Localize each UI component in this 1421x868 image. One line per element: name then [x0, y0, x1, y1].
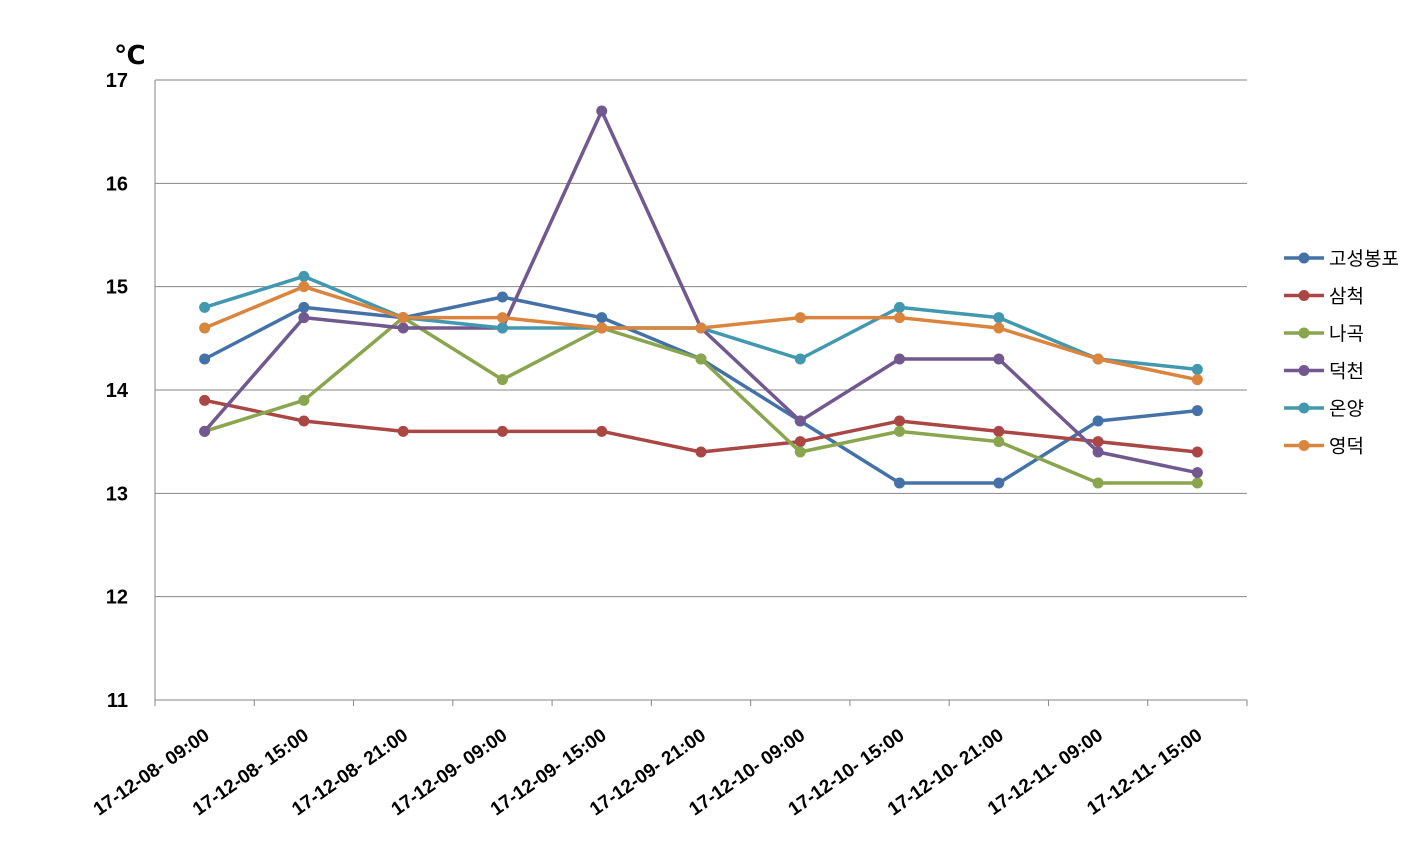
legend-marker-icon: [1298, 402, 1310, 414]
legend-item: 영덕: [1284, 436, 1364, 458]
data-point: [496, 322, 508, 334]
data-point: [596, 322, 608, 334]
legend-label: 덕천: [1329, 361, 1364, 383]
data-point: [596, 425, 608, 437]
y-tick-label: 12: [106, 587, 128, 609]
series-line: [203, 109, 1198, 475]
data-point: [1191, 405, 1203, 417]
legend-item: 삼척: [1284, 286, 1364, 308]
y-tick-label: 17: [106, 70, 128, 92]
data-point: [894, 425, 906, 437]
data-point: [894, 353, 906, 365]
data-point: [894, 415, 906, 427]
data-point: [1092, 353, 1104, 365]
legend-label: 나곡: [1329, 323, 1364, 345]
data-point: [199, 425, 211, 437]
legend-marker-icon: [1298, 252, 1310, 264]
legend-item: 고성봉포: [1284, 248, 1399, 270]
data-point: [993, 477, 1005, 489]
data-point: [993, 353, 1005, 365]
data-point: [496, 425, 508, 437]
data-point: [596, 312, 608, 324]
legend-label: 영덕: [1329, 436, 1364, 458]
data-point: [1092, 477, 1104, 489]
data-point: [199, 322, 211, 334]
y-axis-unit: ℃: [114, 40, 145, 70]
legend-item: 덕천: [1284, 361, 1364, 383]
data-point: [1092, 446, 1104, 458]
data-point: [695, 322, 707, 334]
legend-label: 삼척: [1329, 286, 1364, 308]
legend-label: 고성봉포: [1329, 248, 1399, 270]
y-tick-label: 13: [106, 483, 128, 505]
data-point: [993, 312, 1005, 324]
data-point: [298, 281, 310, 293]
data-point: [1191, 477, 1203, 489]
y-tick-label: 11: [107, 690, 128, 712]
data-point: [397, 322, 409, 334]
data-point: [298, 312, 310, 324]
data-point: [993, 436, 1005, 448]
data-point: [397, 312, 409, 324]
legend-item: 온양: [1284, 398, 1364, 420]
legend-marker-icon: [1298, 290, 1310, 301]
legend-label: 온양: [1329, 398, 1364, 420]
data-point: [794, 415, 806, 427]
legend-marker-icon: [1298, 365, 1310, 376]
data-point: [695, 353, 707, 365]
data-point: [993, 322, 1005, 334]
y-tick-label: 16: [106, 173, 128, 195]
series-3: [199, 105, 1203, 479]
data-point: [695, 446, 707, 458]
series-line: [204, 398, 1198, 454]
data-point: [397, 425, 409, 437]
data-point: [1191, 446, 1203, 458]
data-point: [496, 312, 508, 324]
data-point: [199, 394, 211, 406]
data-point: [894, 301, 906, 313]
data-point: [1092, 436, 1104, 448]
data-point: [1191, 363, 1203, 375]
data-point: [794, 446, 806, 458]
data-point: [1191, 374, 1203, 386]
data-point: [199, 353, 211, 365]
data-point: [298, 394, 310, 406]
data-point: [794, 436, 806, 448]
data-point: [1191, 467, 1203, 479]
data-point: [1092, 415, 1104, 427]
legend-marker-icon: [1298, 440, 1310, 451]
data-point: [794, 312, 806, 324]
data-point: [496, 291, 508, 303]
series-5: [199, 281, 1203, 386]
data-point: [596, 105, 608, 117]
legend-marker-icon: [1298, 327, 1310, 339]
data-point: [496, 374, 508, 386]
data-point: [794, 353, 806, 365]
data-point: [298, 270, 310, 282]
legend-item: 나곡: [1284, 323, 1364, 345]
y-tick-label: 14: [106, 380, 129, 402]
y-tick-label: 15: [106, 277, 128, 299]
data-point: [894, 477, 906, 489]
series-1: [199, 394, 1203, 458]
data-point: [894, 312, 906, 324]
data-point: [298, 301, 310, 313]
data-point: [993, 425, 1005, 437]
data-point: [199, 301, 211, 313]
data-point: [298, 415, 310, 427]
